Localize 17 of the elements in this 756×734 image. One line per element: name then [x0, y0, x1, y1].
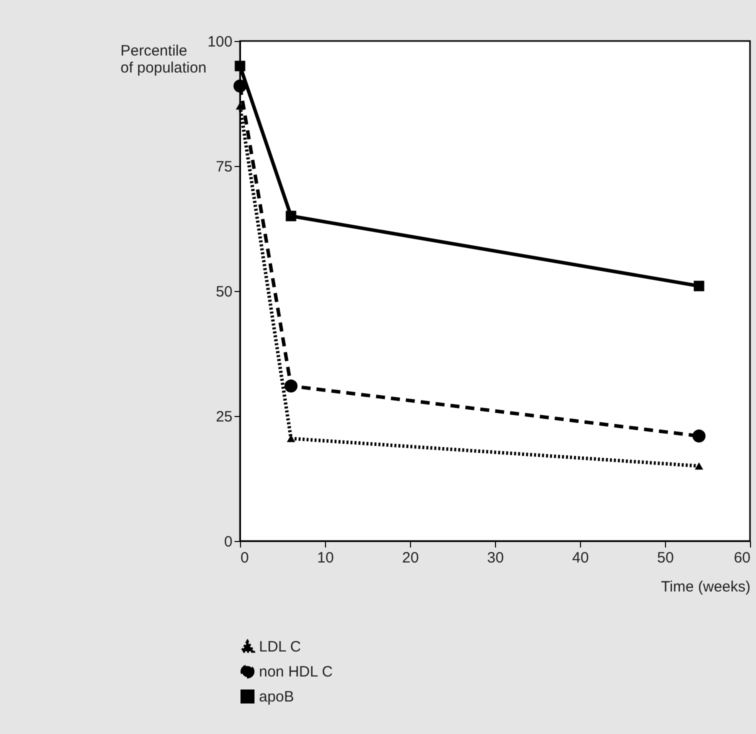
x-tick-label: 50 — [657, 550, 674, 566]
y-tick-label: 75 — [216, 158, 232, 176]
y-axis-title: Percentile of population — [120, 42, 206, 76]
legend-label: apoB — [259, 688, 294, 706]
x-tick-label: 30 — [487, 550, 504, 566]
legend-label: LDL C — [259, 638, 302, 656]
x-tick-label: 40 — [572, 550, 589, 566]
x-tick-label: 20 — [402, 550, 419, 566]
y-tick-label: 0 — [224, 534, 232, 550]
x-axis-title: Time (weeks) — [661, 578, 750, 596]
legend-label: non HDL C — [259, 664, 333, 680]
y-tick-label: 100 — [207, 34, 232, 50]
x-tick-label: 10 — [317, 550, 334, 566]
y-tick-label: 25 — [216, 408, 232, 426]
y-tick-label: 50 — [216, 284, 232, 300]
x-tick-label: 60 — [734, 550, 750, 566]
x-tick-label: 0 — [240, 550, 249, 566]
